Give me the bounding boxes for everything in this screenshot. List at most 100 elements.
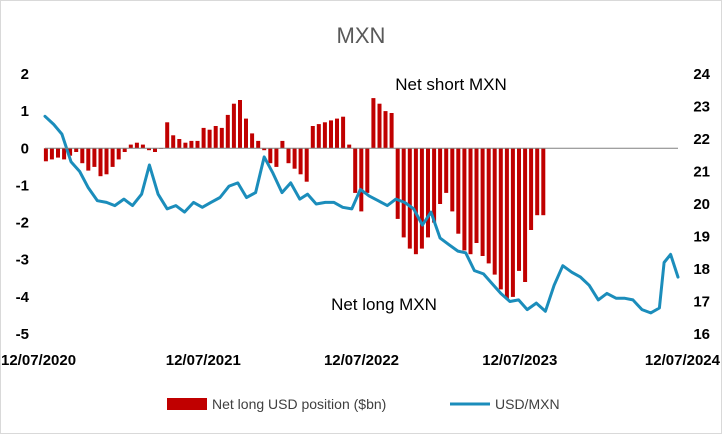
bar-net-long-usd: [122, 148, 127, 152]
bar-net-long-usd: [171, 135, 176, 149]
bar-net-long-usd: [426, 148, 430, 238]
left-tick-label: -5: [16, 326, 29, 343]
left-tick-label: -3: [16, 252, 29, 269]
bar-net-long-usd: [274, 148, 279, 167]
bar-net-long-usd: [371, 98, 376, 149]
usd-mxn-line: [43, 114, 680, 315]
bar-net-long-usd: [250, 133, 255, 149]
x-tick-label: 12/07/2022: [324, 352, 399, 369]
right-tick-label: 24: [693, 66, 710, 83]
bar-net-long-usd: [535, 148, 540, 216]
right-tick-label: 18: [693, 261, 710, 278]
bar-net-long-usd: [86, 148, 91, 171]
bar-net-long-usd: [110, 148, 115, 167]
bar-net-long-usd: [486, 148, 491, 264]
bar-net-long-usd: [450, 148, 455, 212]
left-tick-label: 2: [21, 66, 29, 83]
bar-net-long-usd: [353, 148, 358, 193]
bar-net-long-usd: [134, 142, 139, 149]
bar-net-long-usd: [456, 148, 461, 234]
bar-net-long-usd: [183, 142, 188, 149]
bar-net-long-usd: [347, 144, 352, 149]
bar-net-long-usd: [480, 148, 485, 256]
bar-net-long-usd: [401, 148, 406, 238]
bar-net-long-usd: [322, 122, 327, 149]
left-tick-label: 1: [21, 103, 29, 120]
bar-net-long-usd: [498, 148, 503, 290]
bar-net-long-usd: [68, 148, 73, 156]
bar-net-long-usd: [462, 148, 467, 251]
bar-net-long-usd: [62, 148, 67, 160]
legend: Net long USD position ($bn) USD/MXN: [167, 396, 560, 412]
chart-title: MXN: [337, 23, 386, 48]
right-tick-label: 16: [693, 326, 710, 343]
bar-net-long-usd: [492, 148, 497, 275]
bar-net-long-usd: [280, 140, 285, 149]
right-tick-label: 19: [693, 229, 710, 246]
bar-net-long-usd: [389, 113, 394, 149]
bar-net-long-usd: [262, 148, 267, 151]
bar-net-long-usd: [207, 129, 212, 149]
right-tick-label: 20: [693, 196, 710, 213]
bar-net-long-usd: [419, 148, 424, 249]
bar-net-long-usd: [128, 144, 133, 149]
legend-swatch-bars: [167, 398, 207, 410]
bar-net-long-usd: [541, 148, 546, 216]
right-tick-label: 17: [693, 294, 710, 311]
bar-net-long-usd: [147, 148, 151, 151]
right-axis-ticks: 24 23 22 21 20 19 18 17 16: [693, 66, 710, 343]
right-tick-label: 22: [693, 131, 710, 148]
bar-net-long-usd: [80, 148, 85, 164]
bar-net-long-usd: [304, 148, 309, 182]
bar-net-long-usd: [444, 148, 449, 193]
bar-net-long-usd: [510, 148, 515, 297]
bar-net-long-usd: [365, 148, 370, 193]
bar-net-long-usd: [56, 148, 60, 158]
bar-net-long-usd: [383, 111, 388, 149]
bar-net-long-usd: [49, 148, 54, 160]
bar-net-long-usd: [165, 122, 170, 149]
bar-net-long-usd: [116, 148, 121, 160]
legend-label-line: USD/MXN: [495, 396, 560, 412]
legend-label-bars: Net long USD position ($bn): [212, 396, 386, 412]
bar-net-long-usd: [256, 140, 261, 149]
x-tick-label: 12/07/2021: [166, 352, 241, 369]
bar-net-long-usd: [529, 148, 534, 230]
left-axis-ticks: 2 1 0 -1 -2 -3 -4 -5: [16, 66, 30, 343]
annotation-net-long: Net long MXN: [331, 295, 437, 314]
x-tick-label: 12/07/2024: [645, 352, 721, 369]
right-tick-label: 23: [693, 99, 710, 116]
bar-net-long-usd: [189, 140, 194, 149]
bar-net-long-usd: [177, 139, 182, 149]
bar-net-long-usd: [140, 144, 145, 149]
line-series: [43, 114, 680, 315]
bar-series: [43, 98, 546, 299]
bar-net-long-usd: [244, 118, 248, 149]
bar-net-long-usd: [292, 148, 297, 169]
bar-net-long-usd: [395, 148, 400, 219]
bar-net-long-usd: [413, 148, 418, 255]
bar-net-long-usd: [219, 127, 224, 149]
bar-net-long-usd: [335, 118, 339, 149]
bar-net-long-usd: [432, 148, 437, 223]
left-tick-label: 0: [21, 140, 29, 157]
x-axis-ticks: 12/07/2020 12/07/2021 12/07/2022 12/07/2023…: [1, 352, 721, 369]
bar-net-long-usd: [316, 124, 321, 149]
bar-net-long-usd: [341, 116, 346, 149]
bar-net-long-usd: [517, 148, 521, 271]
bar-net-long-usd: [359, 148, 364, 212]
bar-net-long-usd: [104, 148, 109, 175]
bar-net-long-usd: [377, 103, 382, 149]
annotation-net-short: Net short MXN: [395, 75, 506, 94]
bar-net-long-usd: [310, 126, 315, 149]
bar-net-long-usd: [201, 127, 206, 149]
bar-net-long-usd: [225, 114, 230, 149]
bar-net-long-usd: [238, 100, 242, 149]
x-tick-label: 12/07/2023: [482, 352, 557, 369]
bar-net-long-usd: [153, 148, 157, 152]
bar-net-long-usd: [231, 103, 236, 149]
left-tick-label: -4: [16, 289, 30, 306]
bar-net-long-usd: [92, 148, 97, 167]
